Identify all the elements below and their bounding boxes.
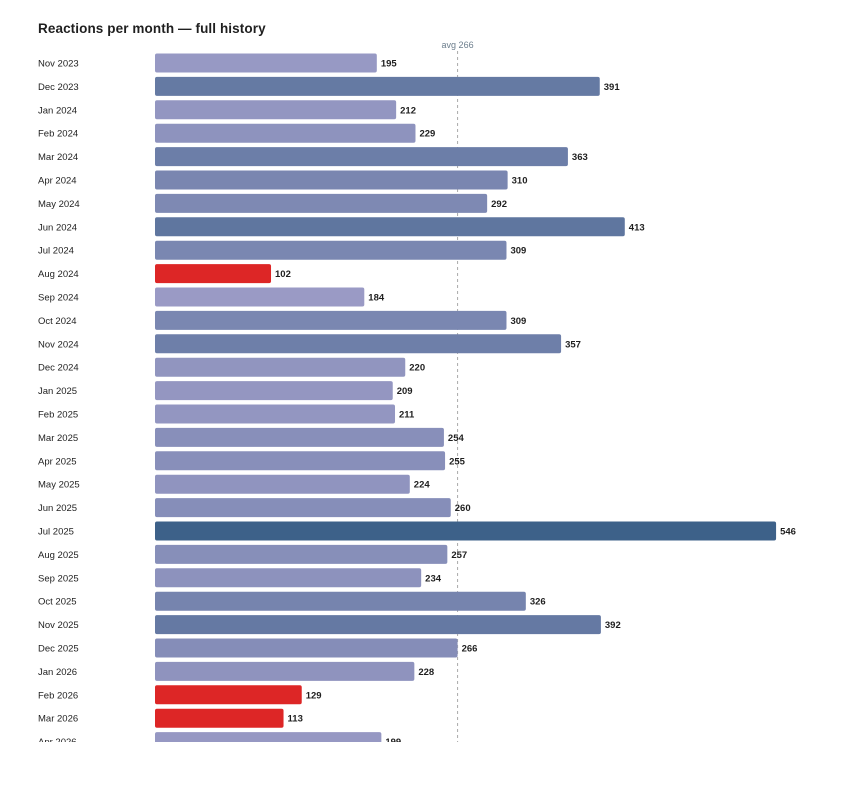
value-label: 113 [288,714,303,725]
category-label: Apr 2025 [38,456,77,467]
category-label: Oct 2025 [38,597,77,608]
category-label: Apr 2024 [38,176,77,187]
bar[interactable] [155,100,397,120]
value-label: 234 [425,573,442,584]
category-label: Mar 2026 [38,714,78,725]
bar[interactable] [155,53,377,73]
value-label: 309 [510,246,526,257]
value-label: 292 [491,199,507,210]
bar[interactable] [155,498,451,518]
bar[interactable] [155,264,272,284]
bar[interactable] [155,427,444,447]
value-label: 546 [780,527,796,538]
value-label: 209 [397,386,413,397]
category-label: Feb 2026 [38,690,78,701]
bar[interactable] [155,240,507,260]
category-label: Mar 2025 [38,433,78,444]
value-label: 184 [368,293,385,304]
value-label: 228 [418,667,434,678]
value-label: 212 [400,105,416,116]
bar[interactable] [155,521,777,541]
bar[interactable] [155,193,488,213]
value-label: 392 [605,620,621,631]
bar[interactable] [155,732,382,742]
value-label: 310 [512,176,528,187]
category-label: Dec 2024 [38,363,79,374]
bar[interactable] [155,661,415,681]
category-label: Dec 2023 [38,82,79,93]
category-label: May 2025 [38,480,80,491]
bar[interactable] [155,310,507,330]
bar[interactable] [155,638,458,658]
value-label: 224 [414,480,431,491]
average-reference-label: avg 266 [442,40,474,50]
bar[interactable] [155,170,508,190]
category-label: Apr 2026 [38,737,77,742]
category-label: May 2024 [38,199,80,210]
value-label: 220 [409,363,425,374]
bar[interactable] [155,287,365,307]
category-label: Jun 2024 [38,222,77,233]
category-label: Jan 2025 [38,386,77,397]
bar-chart: avg 266 Nov 2023 195 Dec 2023 391 Jan 2024 212… [38,40,796,742]
bar[interactable] [155,591,526,611]
bar[interactable] [155,147,568,167]
value-label: 229 [419,129,435,140]
value-label: 260 [455,503,471,514]
value-label: 363 [572,152,588,163]
category-label: Nov 2024 [38,339,79,350]
bar[interactable] [155,76,600,96]
bar[interactable] [155,357,406,377]
value-label: 254 [448,433,465,444]
value-label: 391 [604,82,621,93]
category-label: Aug 2024 [38,269,79,280]
value-label: 102 [275,269,291,280]
category-label: Nov 2023 [38,59,79,70]
value-label: 309 [510,316,526,327]
category-label: Nov 2025 [38,620,79,631]
value-label: 266 [462,644,478,655]
value-label: 357 [565,339,581,350]
category-label: Aug 2025 [38,550,79,561]
bar[interactable] [155,474,410,494]
bar[interactable] [155,615,601,635]
category-label: Jul 2025 [38,527,74,538]
category-label: Feb 2024 [38,129,78,140]
category-label: Dec 2025 [38,644,79,655]
bar[interactable] [155,404,396,424]
category-label: Jul 2024 [38,246,74,257]
category-label: Sep 2024 [38,293,79,304]
bar[interactable] [155,685,302,705]
value-label: 257 [451,550,467,561]
bar[interactable] [155,217,625,237]
category-label: Jan 2026 [38,667,77,678]
category-label: Jan 2024 [38,105,77,116]
value-label: 211 [399,410,415,421]
category-label: Jun 2025 [38,503,77,514]
bar[interactable] [155,123,416,143]
category-label: Oct 2024 [38,316,77,327]
value-label: 129 [306,690,322,701]
category-label: Feb 2025 [38,410,78,421]
category-label: Sep 2025 [38,573,79,584]
bar[interactable] [155,544,448,564]
value-label: 199 [385,737,401,742]
bar[interactable] [155,381,393,401]
bar[interactable] [155,708,284,728]
bar[interactable] [155,334,562,354]
value-label: 413 [629,222,645,233]
bar[interactable] [155,451,446,471]
chart-scroll-area[interactable]: avg 266 Nov 2023 195 Dec 2023 391 Jan 2024 212… [0,38,858,742]
value-label: 255 [449,456,466,467]
bar[interactable] [155,568,422,588]
value-label: 195 [381,59,398,70]
chart-title: Reactions per month — full history [38,21,266,36]
category-label: Mar 2024 [38,152,78,163]
value-label: 326 [530,597,546,608]
